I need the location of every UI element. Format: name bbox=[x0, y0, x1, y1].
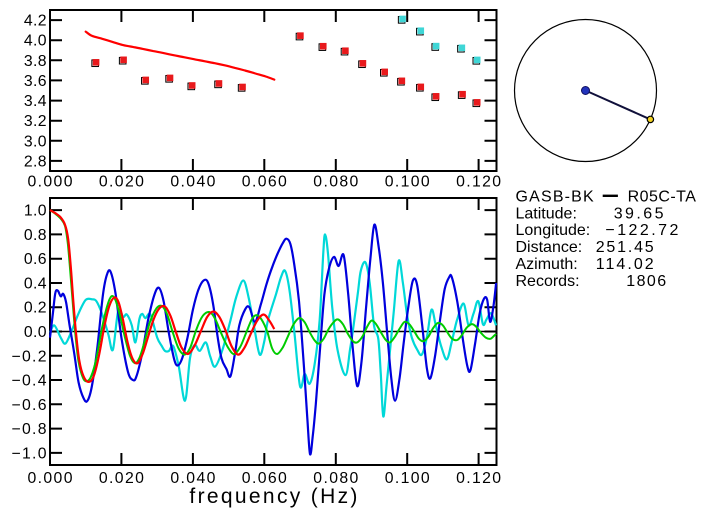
svg-text:−1.0: −1.0 bbox=[12, 445, 47, 462]
svg-text:0.080: 0.080 bbox=[313, 470, 358, 487]
svg-text:−0.2: −0.2 bbox=[12, 348, 47, 365]
svg-text:Distance:: Distance: bbox=[516, 239, 583, 256]
svg-text:GASB-BK: GASB-BK bbox=[516, 188, 595, 205]
svg-text:frequency (Hz): frequency (Hz) bbox=[189, 485, 357, 508]
svg-text:0.100: 0.100 bbox=[385, 174, 430, 191]
svg-text:0.000: 0.000 bbox=[28, 470, 73, 487]
svg-text:1.0: 1.0 bbox=[24, 203, 47, 220]
svg-text:0.060: 0.060 bbox=[242, 470, 287, 487]
svg-text:0.080: 0.080 bbox=[313, 174, 358, 191]
svg-text:Longitude:: Longitude: bbox=[516, 222, 591, 239]
svg-text:3.8: 3.8 bbox=[24, 53, 47, 70]
svg-text:R05C-TA: R05C-TA bbox=[628, 188, 697, 205]
svg-text:0.0: 0.0 bbox=[24, 324, 47, 341]
svg-text:0.120: 0.120 bbox=[456, 470, 501, 487]
svg-text:0.020: 0.020 bbox=[99, 470, 144, 487]
svg-text:251.45: 251.45 bbox=[596, 239, 654, 256]
svg-text:3.2: 3.2 bbox=[24, 113, 47, 130]
svg-text:−0.4: −0.4 bbox=[12, 373, 47, 390]
svg-text:0.6: 0.6 bbox=[24, 251, 47, 268]
svg-text:0.040: 0.040 bbox=[170, 470, 215, 487]
svg-text:0.100: 0.100 bbox=[385, 470, 430, 487]
svg-text:3.6: 3.6 bbox=[24, 73, 47, 90]
svg-text:0.040: 0.040 bbox=[170, 174, 215, 191]
svg-text:−0.6: −0.6 bbox=[12, 397, 47, 414]
svg-text:2.8: 2.8 bbox=[24, 153, 47, 170]
svg-text:114.02: 114.02 bbox=[596, 256, 654, 273]
svg-text:0.020: 0.020 bbox=[99, 174, 144, 191]
svg-text:Azimuth:: Azimuth: bbox=[516, 256, 578, 273]
svg-text:0.4: 0.4 bbox=[24, 276, 47, 293]
svg-text:1806: 1806 bbox=[626, 273, 666, 290]
svg-text:0.000: 0.000 bbox=[28, 174, 73, 191]
svg-text:3.0: 3.0 bbox=[24, 133, 47, 150]
svg-text:Records:: Records: bbox=[516, 273, 580, 290]
svg-text:39.65: 39.65 bbox=[614, 205, 664, 222]
svg-text:0.2: 0.2 bbox=[24, 300, 47, 317]
svg-text:0.8: 0.8 bbox=[24, 227, 47, 244]
svg-text:4.0: 4.0 bbox=[24, 33, 47, 50]
svg-text:Latitude:: Latitude: bbox=[516, 205, 577, 222]
svg-text:3.4: 3.4 bbox=[24, 93, 47, 110]
svg-text:0.120: 0.120 bbox=[456, 174, 501, 191]
svg-text:−0.8: −0.8 bbox=[12, 421, 47, 438]
svg-text:4.2: 4.2 bbox=[24, 13, 47, 30]
svg-text:0.060: 0.060 bbox=[242, 174, 287, 191]
svg-text:−122.72: −122.72 bbox=[605, 222, 678, 239]
